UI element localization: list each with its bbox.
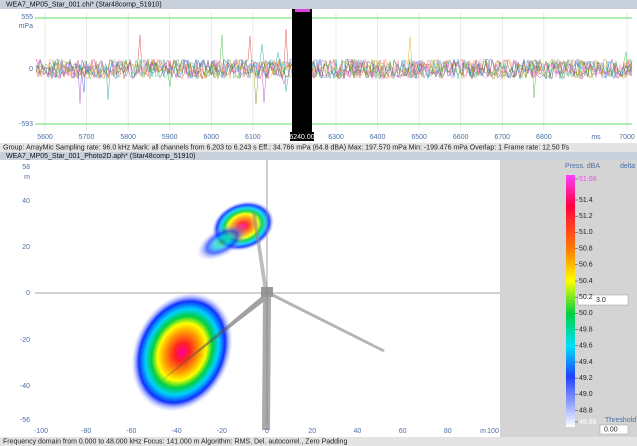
x-tick-label: 6500 <box>411 134 427 141</box>
scale-label: 49.2 <box>579 375 593 382</box>
x-unit: m <box>480 428 486 435</box>
scale-label: 50.8 <box>579 245 593 252</box>
threshold-value: 0.00 <box>604 426 618 433</box>
x-tick-label: 6800 <box>536 134 552 141</box>
y-tick-label: -56 <box>20 417 30 424</box>
scale-label: 48.66 <box>579 419 597 426</box>
window-title: WEA7_MP05_Star_001_Photo2D.aph* (Star48c… <box>6 153 196 160</box>
x-tick-label: -100 <box>34 428 48 435</box>
y-tick-label: 40 <box>22 198 30 205</box>
x-tick-label: 6100 <box>245 134 261 141</box>
x-tick-label: 6400 <box>370 134 386 141</box>
scale-label: 50.2 <box>579 294 593 301</box>
scale-label: 51.4 <box>579 197 593 204</box>
x-tick-label: -40 <box>172 428 182 435</box>
x-tick-label: 6600 <box>453 134 469 141</box>
threshold-label: Threshold <box>605 417 636 424</box>
color-bar <box>566 175 575 427</box>
y-tick-label: 0 <box>29 66 33 73</box>
x-tick-label: 0 <box>265 428 269 435</box>
x-tick-label: 40 <box>354 428 362 435</box>
x-tick-label: 7000 <box>619 134 635 141</box>
status-text: Frequency domain from 0.000 to 48.000 kH… <box>3 438 347 445</box>
x-tick-label: -20 <box>217 428 227 435</box>
y-tick-label: 555 <box>21 14 33 21</box>
scale-mode: delta <box>620 163 635 170</box>
window-title: WEA7_MP05_Star_001.chi* (Star48comp_5191… <box>6 1 162 8</box>
x-tick-label: 5700 <box>79 134 95 141</box>
page: {"signal_window": {"title": "WEA7_MP05_S… <box>0 0 637 446</box>
scale-label: 49.4 <box>579 359 593 366</box>
value-text: 3.0 <box>596 297 606 304</box>
y-tick-label: 58 <box>22 164 30 171</box>
status-text: Group: ArrayMic Sampling rate: 96.0 kHz … <box>3 144 569 151</box>
screen: WEA7_MP05_Star_001.chi* (Star48comp_5191… <box>0 0 637 446</box>
x-tick-label: 80 <box>444 428 452 435</box>
x-tick-label: 5800 <box>120 134 136 141</box>
x-tick-label: 20 <box>308 428 316 435</box>
y-tick-label: mPa <box>19 23 34 30</box>
x-tick-label: 6300 <box>328 134 344 141</box>
scale-label: 49.6 <box>579 343 593 350</box>
scale-label: 51.66 <box>579 176 597 183</box>
x-tick-label: 5900 <box>162 134 178 141</box>
scale-label: 49.0 <box>579 391 593 398</box>
x-tick-label: 100 <box>487 428 499 435</box>
scale-title: Press. dBA <box>565 163 600 170</box>
y-tick-label: -593 <box>19 121 33 128</box>
scale-label: 50.4 <box>579 278 593 285</box>
scale-label: 49.8 <box>579 326 593 333</box>
scale-label: 48.8 <box>579 407 593 414</box>
y-tick-label: -40 <box>20 383 30 390</box>
y-tick-label: m <box>24 174 30 181</box>
y-tick-label: -20 <box>20 337 30 344</box>
marker-label: 6240.00 <box>289 134 314 141</box>
x-tick-label: 5600 <box>37 134 53 141</box>
x-tick-label: -60 <box>126 428 136 435</box>
selection-marker <box>295 9 310 12</box>
scale-label: 51.2 <box>579 213 593 220</box>
scale-label: 51.0 <box>579 229 593 236</box>
x-tick-label: 6700 <box>494 134 510 141</box>
x-tick-label: 6000 <box>203 134 219 141</box>
x-tick-label: 60 <box>399 428 407 435</box>
scale-label: 50.0 <box>579 310 593 317</box>
y-tick-label: 20 <box>22 244 30 251</box>
selection <box>292 9 312 133</box>
x-unit: ms <box>591 134 601 141</box>
scale-label: 50.6 <box>579 262 593 269</box>
y-tick-label: 0 <box>26 290 30 297</box>
x-tick-label: -80 <box>81 428 91 435</box>
